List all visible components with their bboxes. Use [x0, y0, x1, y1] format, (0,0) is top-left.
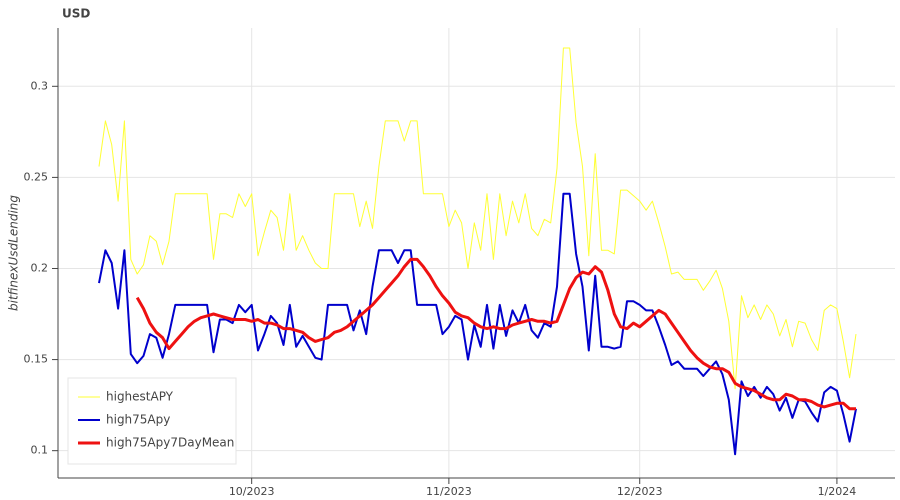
y-tick-label: 0.15: [24, 353, 49, 366]
series-line: [98, 47, 857, 390]
x-tick-label: 10/2023: [229, 485, 275, 498]
chart-title: USD: [62, 7, 90, 21]
y-tick-label: 0.3: [31, 79, 49, 92]
series-line: [98, 192, 857, 456]
x-tick-label: 1/2024: [818, 485, 857, 498]
x-tick-label: 12/2023: [617, 485, 663, 498]
y-tick-label: 0.2: [31, 261, 49, 274]
y-axis-label: bitfinexUsdLending: [7, 195, 21, 311]
y-tick-label: 0.25: [24, 170, 49, 183]
legend-label: high75Apy: [106, 413, 170, 427]
x-tick-label: 11/2023: [426, 485, 472, 498]
legend-label: highestAPY: [106, 390, 174, 404]
legend-label: high75Apy7DayMean: [106, 436, 234, 450]
legend: highestAPY high75Apy high75Apy7DayMean: [67, 377, 237, 465]
grid: [58, 28, 895, 478]
series-line: [135, 257, 856, 411]
y-tick-label: 0.1: [31, 444, 49, 457]
